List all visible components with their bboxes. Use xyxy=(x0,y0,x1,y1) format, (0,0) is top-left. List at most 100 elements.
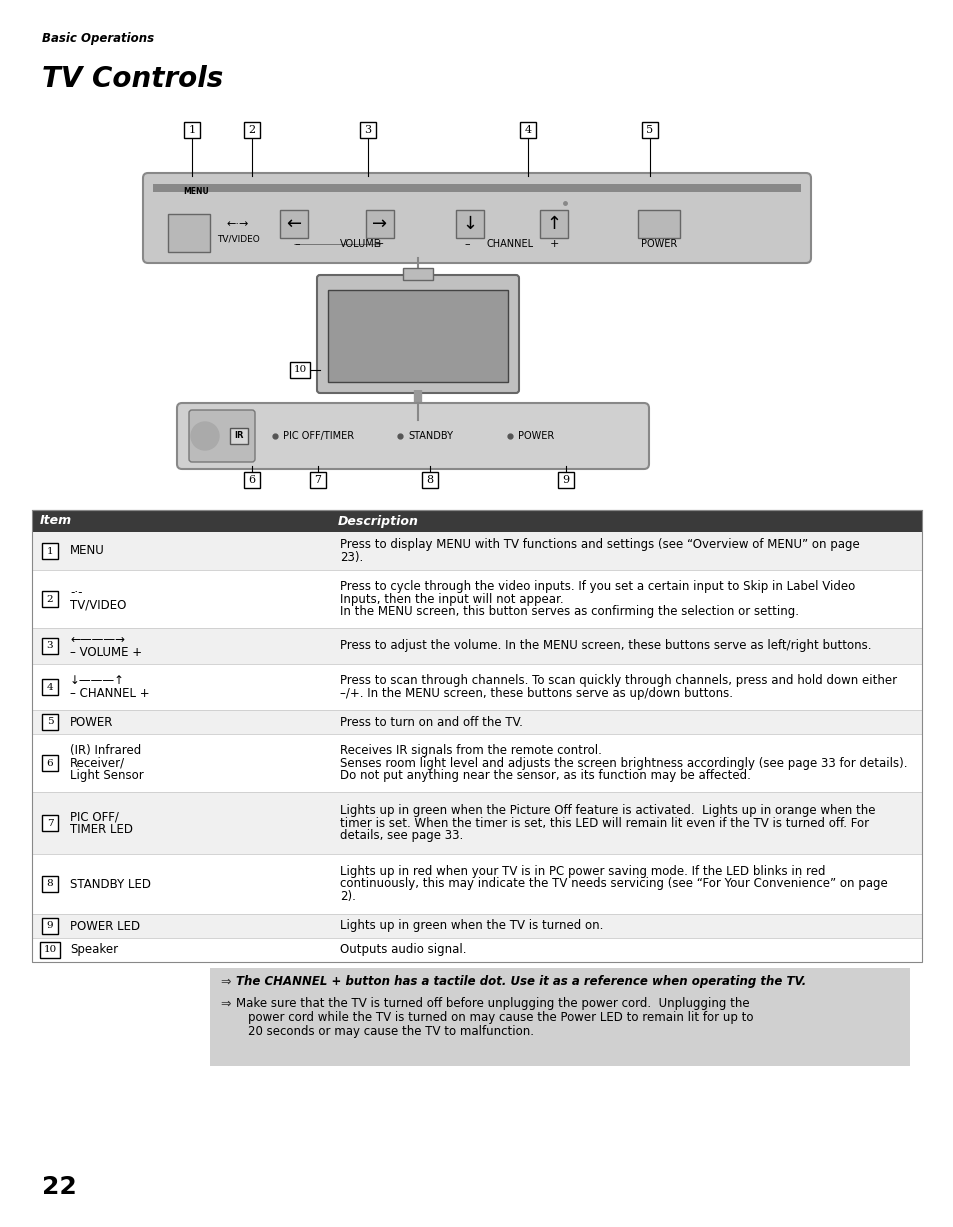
Text: +: + xyxy=(375,239,384,249)
Text: Description: Description xyxy=(337,514,418,528)
Bar xyxy=(210,968,909,1066)
Text: Press to display MENU with TV functions and settings (see “Overview of MENU” on : Press to display MENU with TV functions … xyxy=(339,539,859,551)
FancyBboxPatch shape xyxy=(374,409,461,422)
Text: TIMER LED: TIMER LED xyxy=(70,823,132,836)
Bar xyxy=(32,533,921,571)
Text: ↓———↑: ↓———↑ xyxy=(70,675,125,687)
Bar xyxy=(184,121,200,137)
Text: 5: 5 xyxy=(646,125,653,135)
Bar xyxy=(152,184,801,191)
Text: ↓: ↓ xyxy=(462,215,477,233)
Text: Light Sensor: Light Sensor xyxy=(70,769,144,782)
Text: 3: 3 xyxy=(47,642,53,650)
Text: ⇒: ⇒ xyxy=(220,975,231,989)
Bar xyxy=(42,679,58,694)
Text: 6: 6 xyxy=(248,475,255,485)
Bar xyxy=(539,210,567,238)
Text: 1: 1 xyxy=(47,546,53,556)
Bar xyxy=(280,210,308,238)
Text: POWER LED: POWER LED xyxy=(70,919,140,933)
Bar xyxy=(32,854,921,914)
Bar xyxy=(32,937,921,962)
Text: ↑: ↑ xyxy=(546,215,561,233)
Text: Make sure that the TV is turned off before unplugging the power cord.  Unpluggin: Make sure that the TV is turned off befo… xyxy=(235,998,749,1011)
Text: –/+. In the MENU screen, these buttons serve as up/down buttons.: –/+. In the MENU screen, these buttons s… xyxy=(339,687,732,699)
Text: IR: IR xyxy=(234,432,244,440)
Text: Inputs, then the input will not appear.: Inputs, then the input will not appear. xyxy=(339,593,563,605)
Text: 4: 4 xyxy=(47,682,53,692)
Text: 8: 8 xyxy=(426,475,433,485)
Text: details, see page 33.: details, see page 33. xyxy=(339,829,463,842)
Text: Lights up in green when the Picture Off feature is activated.  Lights up in oran: Lights up in green when the Picture Off … xyxy=(339,804,875,817)
Bar xyxy=(244,472,260,488)
Bar xyxy=(519,121,536,137)
Text: Receives IR signals from the remote control.: Receives IR signals from the remote cont… xyxy=(339,744,601,757)
Bar xyxy=(32,510,921,533)
Text: The CHANNEL + button has a tactile dot. Use it as a reference when operating the: The CHANNEL + button has a tactile dot. … xyxy=(235,975,805,989)
Text: 3: 3 xyxy=(364,125,371,135)
Text: VOLUME: VOLUME xyxy=(339,239,380,249)
FancyBboxPatch shape xyxy=(316,275,518,393)
Text: –: – xyxy=(464,239,470,249)
Text: 20 seconds or may cause the TV to malfunction.: 20 seconds or may cause the TV to malfun… xyxy=(248,1026,534,1038)
Text: TV/VIDEO: TV/VIDEO xyxy=(216,236,259,244)
Text: 22: 22 xyxy=(42,1175,76,1199)
Bar xyxy=(32,571,921,628)
Text: Lights up in red when your TV is in PC power saving mode. If the LED blinks in r: Lights up in red when your TV is in PC p… xyxy=(339,865,824,879)
Bar xyxy=(42,918,58,934)
Text: 6: 6 xyxy=(47,758,53,768)
Bar xyxy=(42,638,58,654)
Text: POWER: POWER xyxy=(640,239,677,249)
Bar xyxy=(32,628,921,664)
FancyBboxPatch shape xyxy=(143,173,810,263)
Text: Press to cycle through the video inputs. If you set a certain input to Skip in L: Press to cycle through the video inputs.… xyxy=(339,580,854,593)
Text: 10: 10 xyxy=(43,946,56,955)
Bar xyxy=(310,472,326,488)
Text: – VOLUME +: – VOLUME + xyxy=(70,645,142,659)
Text: 2).: 2). xyxy=(339,890,355,903)
Text: – CHANNEL +: – CHANNEL + xyxy=(70,687,150,699)
Text: –: – xyxy=(294,239,299,249)
Bar xyxy=(42,714,58,730)
Bar xyxy=(32,510,921,962)
Bar xyxy=(32,791,921,854)
Bar xyxy=(32,734,921,791)
Text: TV Controls: TV Controls xyxy=(42,65,223,93)
Bar xyxy=(168,213,210,252)
Text: 23).: 23). xyxy=(339,551,363,563)
Bar xyxy=(366,210,394,238)
Text: 7: 7 xyxy=(47,818,53,827)
Text: PIC OFF/: PIC OFF/ xyxy=(70,810,119,823)
Bar xyxy=(456,210,483,238)
Text: (IR) Infrared: (IR) Infrared xyxy=(70,744,141,757)
Text: timer is set. When the timer is set, this LED will remain lit even if the TV is : timer is set. When the timer is set, thi… xyxy=(339,816,868,829)
Text: Press to scan through channels. To scan quickly through channels, press and hold: Press to scan through channels. To scan … xyxy=(339,675,896,687)
Text: Outputs audio signal.: Outputs audio signal. xyxy=(339,944,466,957)
Bar xyxy=(42,815,58,831)
FancyBboxPatch shape xyxy=(189,410,254,463)
Text: TV/VIDEO: TV/VIDEO xyxy=(70,599,126,612)
Text: 7: 7 xyxy=(314,475,321,485)
Text: Lights up in green when the TV is turned on.: Lights up in green when the TV is turned… xyxy=(339,919,602,933)
Text: Press to turn on and off the TV.: Press to turn on and off the TV. xyxy=(339,715,522,729)
Text: ←: ← xyxy=(286,215,301,233)
Text: CHANNEL: CHANNEL xyxy=(486,239,533,249)
Bar xyxy=(42,544,58,560)
Text: Item: Item xyxy=(40,514,72,528)
Bar xyxy=(641,121,658,137)
Text: MENU: MENU xyxy=(183,187,209,196)
Text: MENU: MENU xyxy=(70,545,105,557)
Bar xyxy=(421,472,437,488)
Bar xyxy=(42,591,58,607)
Bar xyxy=(558,472,574,488)
Text: STANDBY LED: STANDBY LED xyxy=(70,877,151,891)
Text: ⇒: ⇒ xyxy=(220,998,231,1011)
Text: Speaker: Speaker xyxy=(70,944,118,957)
Text: continuously, this may indicate the TV needs servicing (see “For Your Convenienc: continuously, this may indicate the TV n… xyxy=(339,877,887,891)
Bar xyxy=(42,755,58,771)
Text: Senses room light level and adjusts the screen brightness accordingly (see page : Senses room light level and adjusts the … xyxy=(339,757,906,769)
Text: +: + xyxy=(550,239,558,249)
Bar xyxy=(42,876,58,892)
Text: 8: 8 xyxy=(47,880,53,888)
Text: 2: 2 xyxy=(47,595,53,604)
